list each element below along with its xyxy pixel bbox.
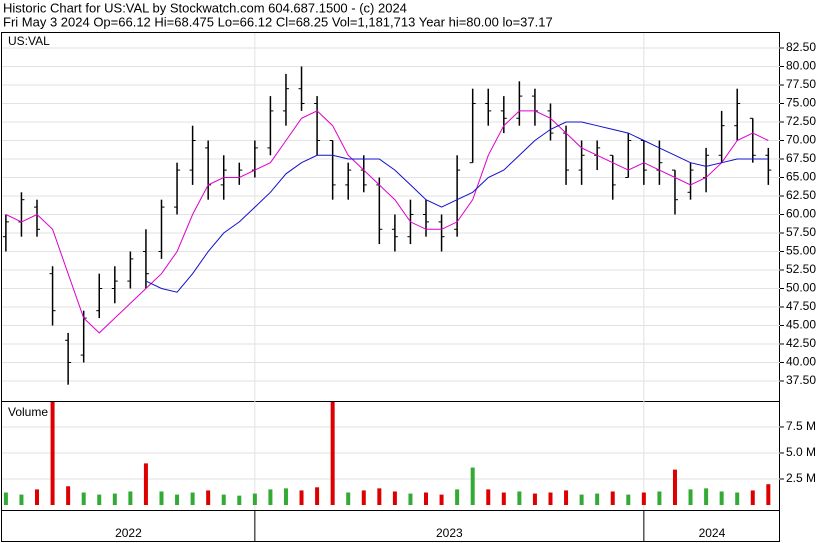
volume-bar [175, 494, 180, 505]
y-tick-label: 82.50 [786, 40, 816, 54]
volume-bar [735, 492, 740, 505]
y-tick-label: 72.50 [786, 114, 816, 128]
volume-bar [657, 491, 662, 505]
volume-bar [532, 493, 537, 505]
volume-bar [268, 489, 273, 505]
volume-bar [501, 492, 506, 505]
chart-subtitle: Fri May 3 2024 Op=66.12 Hi=68.475 Lo=66.… [3, 14, 553, 29]
volume-bar [688, 489, 693, 505]
y-tick-label: 37.50 [786, 373, 816, 387]
y-tick-label: 5.0 M [786, 445, 816, 459]
x-tick-label: 2023 [436, 526, 463, 540]
volume-bar [750, 490, 755, 505]
volume-bar [548, 492, 553, 505]
volume-bar [315, 487, 320, 505]
volume-bar [190, 492, 195, 505]
volume-bar [424, 492, 429, 505]
y-tick-label: 57.50 [786, 225, 816, 239]
volume-bar [408, 493, 413, 505]
volume-bar [81, 492, 86, 505]
y-tick-label: 75.00 [786, 96, 816, 110]
volume-bar [595, 493, 600, 505]
volume-bar [564, 490, 569, 505]
y-tick-label: 60.00 [786, 207, 816, 221]
volume-bar [346, 492, 351, 505]
volume-bar [97, 494, 102, 505]
volume-bar [672, 469, 677, 505]
volume-bar [766, 484, 771, 505]
volume-bar [143, 463, 148, 505]
volume-bar [283, 488, 288, 505]
y-tick-label: 77.50 [786, 77, 816, 91]
y-tick-label: 65.00 [786, 170, 816, 184]
volume-bar [626, 494, 631, 505]
y-tick-label: 2.5 M [786, 471, 816, 485]
volume-label: Volume [8, 405, 48, 419]
volume-bar [704, 488, 709, 505]
volume-bar [35, 489, 40, 505]
volume-bar [439, 494, 444, 505]
volume-bar [486, 489, 491, 505]
y-tick-label: 45.00 [786, 318, 816, 332]
volume-bar [470, 467, 475, 505]
volume-bar [361, 490, 366, 505]
volume-bar [377, 488, 382, 505]
volume-bar [19, 494, 24, 505]
volume-bar [3, 492, 8, 505]
volume-bar [206, 490, 211, 505]
y-tick-label: 47.50 [786, 299, 816, 313]
moving-average-line [145, 121, 769, 293]
y-tick-label: 62.50 [786, 188, 816, 202]
volume-bar [299, 490, 304, 505]
volume-bar [641, 492, 646, 505]
volume-bar [128, 491, 133, 505]
y-tick-label: 55.00 [786, 244, 816, 258]
y-tick-label: 67.50 [786, 151, 816, 165]
y-tick-label: 70.00 [786, 133, 816, 147]
volume-bar [330, 402, 335, 505]
volume-bar [610, 491, 615, 505]
x-tick-label: 2022 [115, 526, 142, 540]
y-tick-label: 40.00 [786, 355, 816, 369]
x-axis-band [1, 510, 780, 542]
volume-bar [392, 491, 397, 505]
volume-bar [579, 494, 584, 505]
chart-title: Historic Chart for US:VAL by Stockwatch.… [3, 0, 407, 15]
y-tick-label: 80.00 [786, 59, 816, 73]
volume-bar [237, 495, 242, 505]
volume-bar [517, 491, 522, 505]
volume-bar [221, 494, 226, 505]
moving-average-line [5, 110, 769, 334]
y-tick-label: 52.50 [786, 262, 816, 276]
volume-bar [50, 402, 55, 505]
volume-bar [112, 493, 117, 505]
volume-bar [455, 489, 460, 505]
volume-bar [252, 493, 257, 505]
x-tick-label: 2024 [699, 526, 726, 540]
volume-bar [719, 491, 724, 505]
volume-bar [66, 486, 71, 505]
y-tick-label: 7.5 M [786, 419, 816, 433]
y-tick-label: 50.00 [786, 281, 816, 295]
symbol-label: US:VAL [8, 34, 50, 48]
volume-bar [159, 491, 164, 505]
y-tick-label: 42.50 [786, 336, 816, 350]
